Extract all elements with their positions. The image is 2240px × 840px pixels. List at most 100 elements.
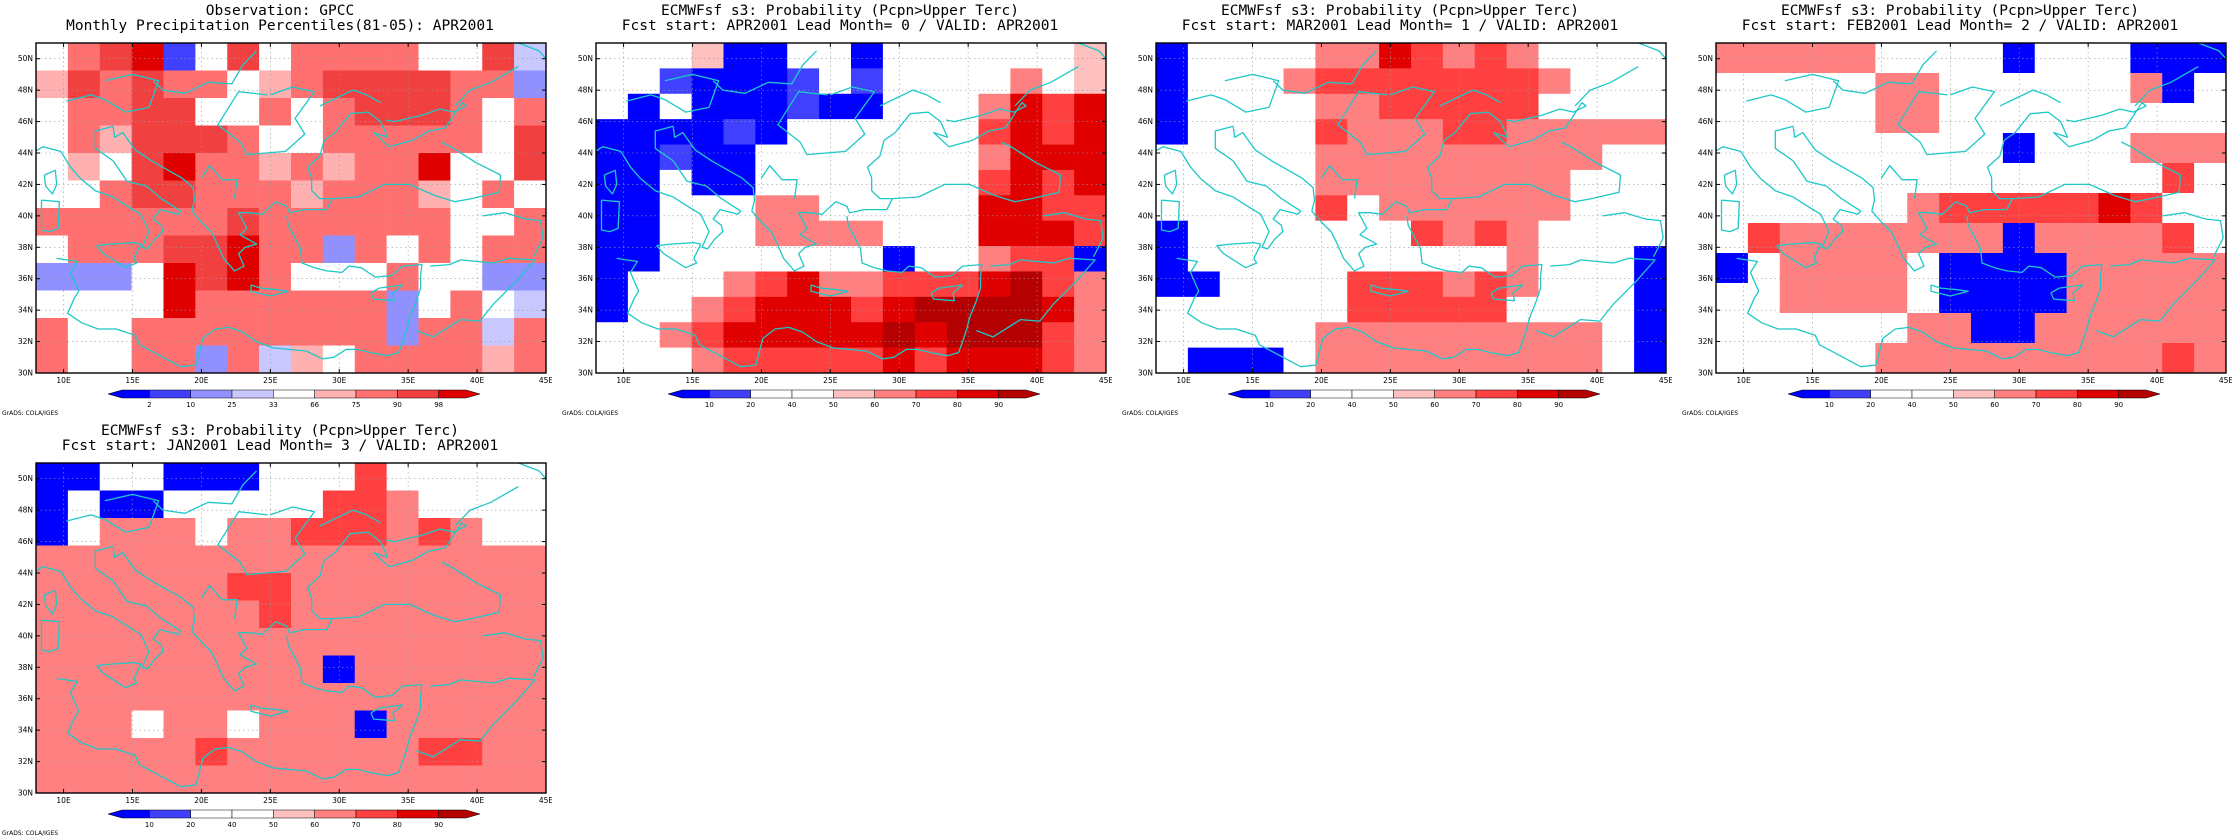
colorbar-label: 10	[705, 401, 714, 409]
grid-cell	[2130, 133, 2163, 164]
grid-cell	[1634, 322, 1667, 348]
grid-cell	[978, 119, 1011, 145]
grid-cell	[1747, 343, 1781, 374]
grid-cell	[1971, 223, 2004, 254]
colorbar-label: 40	[788, 401, 797, 409]
y-tick-label: 36N	[18, 274, 33, 283]
colorbar-segment	[957, 389, 999, 399]
map-plot: 30N 32N 34N 36N 38N 40N 42N 44N 46N 48N 50N 10E 15E 2…	[1128, 40, 1672, 385]
grid-cell	[851, 322, 884, 348]
grid-cell	[195, 290, 228, 319]
grid-cell	[1379, 246, 1412, 272]
coastline	[616, 215, 983, 368]
grid-cell	[1219, 271, 1252, 298]
coastline	[1128, 125, 1302, 250]
grid-cell	[36, 153, 69, 181]
grid-cell	[1315, 347, 1348, 374]
axis-ticks: 30N 32N 34N 36N 38N 40N 42N 44N 46N 48N 50N 10E 15E 2…	[18, 463, 552, 805]
grid-cell	[723, 169, 756, 196]
grid-cell	[2194, 343, 2227, 374]
grid-cell	[227, 463, 260, 491]
grid-cell	[1538, 93, 1571, 120]
grid-cell	[450, 263, 483, 291]
colorbar-label: 10	[1825, 401, 1834, 409]
grid-cell	[418, 600, 451, 629]
coastline	[777, 86, 876, 156]
grid-cell	[1811, 193, 1844, 224]
grid-cell	[67, 208, 101, 236]
grid-cell	[450, 710, 483, 739]
grid-cell	[1074, 68, 1107, 95]
grid-cell	[99, 43, 132, 71]
grid-cell	[36, 628, 69, 656]
x-tick-label: 40E	[1590, 376, 1605, 385]
grid-cell	[67, 345, 101, 374]
grid-cell	[163, 738, 196, 766]
y-tick-label: 46N	[18, 117, 33, 126]
grid-cell	[450, 545, 483, 574]
grid-cell	[36, 345, 69, 374]
grid-cell	[1506, 322, 1539, 348]
grid-cell	[482, 710, 515, 739]
grid-cell	[36, 98, 69, 126]
grid-cell	[1506, 68, 1539, 95]
colorbar-label: 70	[1472, 401, 1481, 409]
coastline	[603, 169, 618, 195]
coastline	[1176, 215, 1543, 368]
grid-cell	[1971, 133, 2004, 164]
grid-cell	[131, 765, 164, 794]
grid-cell	[99, 235, 132, 264]
coastline	[1370, 284, 1409, 297]
colorbar-label: 25	[228, 401, 237, 409]
x-tick-label: 10E	[56, 376, 71, 385]
grid-cell	[227, 290, 260, 319]
grid-cell	[1716, 343, 1749, 374]
grid-cell	[1315, 68, 1348, 95]
x-tick-label: 20E	[194, 796, 209, 805]
coastline	[370, 704, 404, 722]
grid-cell	[482, 463, 515, 491]
grid-cell	[2034, 223, 2067, 254]
grid-cell	[131, 125, 164, 154]
colorbar-segment	[2077, 389, 2119, 399]
x-tick-label: 30E	[332, 376, 347, 385]
colorbar-segment	[190, 809, 233, 819]
grid-cell	[1042, 322, 1075, 348]
y-tick-label: 30N	[1138, 369, 1153, 378]
grid-cell	[514, 545, 547, 574]
grid-cell	[1538, 195, 1571, 221]
grid-cell	[1251, 195, 1284, 221]
grid-cell	[819, 144, 852, 171]
grid-cell	[1379, 271, 1412, 298]
grid-cell	[1602, 93, 1635, 120]
grid-cell	[914, 347, 947, 374]
grid-cell	[450, 628, 483, 656]
grid-cell	[1411, 322, 1444, 348]
grid-cell	[418, 290, 451, 319]
coastline	[96, 241, 142, 269]
colorbar: 10 20 40 50 60 70 80 90	[1227, 389, 1601, 409]
coastline	[40, 199, 61, 233]
coastline	[1337, 86, 1436, 156]
colorbar-label: 40	[1908, 401, 1917, 409]
grid-cell	[418, 573, 451, 601]
grid-cell	[131, 70, 164, 99]
grid-cell	[2194, 283, 2227, 314]
grid-cell	[2034, 163, 2067, 194]
grid-cells	[36, 43, 547, 374]
grid-cell	[691, 296, 724, 323]
y-tick-label: 44N	[578, 149, 593, 158]
grid-cell	[2098, 73, 2131, 104]
grid-cell	[67, 235, 101, 264]
grid-cell	[2162, 133, 2195, 164]
grid-cell	[1602, 43, 1635, 69]
grid-cell	[1939, 283, 1972, 314]
grid-cell	[1315, 271, 1348, 298]
panel-title: ECMWFsf s3: Probability (Pcpn>Upper Terc…	[1781, 3, 2139, 19]
grid-cell	[1474, 296, 1507, 323]
grid-cell	[755, 347, 788, 374]
coastline	[760, 164, 798, 199]
colorbar-label: 10	[186, 401, 195, 409]
grid-cell	[819, 220, 852, 247]
grid-cell	[1570, 322, 1603, 348]
